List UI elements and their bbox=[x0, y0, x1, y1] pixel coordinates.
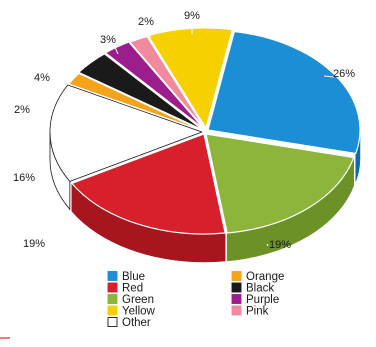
leader-line-blue bbox=[323, 75, 335, 78]
slice-blue bbox=[207, 30, 361, 155]
leader-line-orange bbox=[31, 110, 45, 114]
legend-label-pink: Pink bbox=[246, 306, 269, 318]
percent-label-other: 16% bbox=[13, 172, 35, 184]
slice-pink bbox=[129, 35, 206, 130]
legend-label-orange: Orange bbox=[246, 271, 284, 283]
legend-swatch-blue bbox=[107, 271, 118, 281]
legend-label-red: Red bbox=[122, 283, 143, 295]
percent-label-pink: 2% bbox=[138, 16, 154, 28]
leader-line-black bbox=[51, 79, 61, 85]
legend-swatch-yellow bbox=[107, 305, 118, 316]
legend-swatch-green bbox=[107, 294, 118, 304]
leader-line-purple bbox=[113, 44, 119, 55]
slice-other bbox=[49, 84, 203, 182]
legend-label-blue: Blue bbox=[122, 271, 145, 283]
percent-label-orange: 2% bbox=[14, 104, 30, 116]
slice-red bbox=[71, 133, 226, 235]
legend-label-other: Other bbox=[122, 317, 151, 329]
percent-label-red: 19% bbox=[23, 238, 45, 250]
legend-label-green: Green bbox=[122, 294, 154, 306]
percent-label-green: 19% bbox=[269, 239, 291, 251]
legend-swatch-black bbox=[231, 282, 242, 293]
percent-label-black: 4% bbox=[34, 72, 50, 84]
legend-swatch-other bbox=[107, 317, 118, 327]
pie-top-faces bbox=[49, 27, 361, 235]
legend-swatch-pink bbox=[231, 305, 242, 316]
percent-labels: 26% 19% 19% 16% 2% 4% 3% 2% 9% bbox=[13, 10, 355, 251]
legend-label-black: Black bbox=[246, 283, 274, 295]
slice-orange bbox=[68, 72, 204, 132]
legend-swatch-purple bbox=[231, 294, 242, 304]
percent-label-blue: 26% bbox=[333, 68, 355, 80]
slice-purple bbox=[104, 41, 205, 130]
label-leader-lines bbox=[31, 22, 335, 247]
legend-swatch-red bbox=[107, 282, 118, 293]
legend-swatch-orange bbox=[231, 271, 242, 281]
percent-label-yellow: 9% bbox=[184, 10, 200, 22]
slice-black bbox=[78, 53, 204, 131]
slice-green bbox=[205, 133, 355, 234]
percent-label-purple: 3% bbox=[100, 34, 116, 46]
legend-label-purple: Purple bbox=[246, 294, 279, 306]
leader-line-green bbox=[266, 243, 269, 247]
legend-label-yellow: Yellow bbox=[122, 306, 156, 318]
